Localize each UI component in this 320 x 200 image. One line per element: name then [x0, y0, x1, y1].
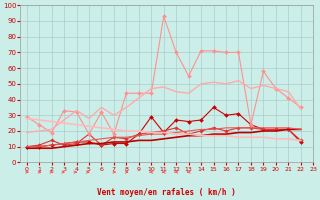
- X-axis label: Vent moyen/en rafales ( km/h ): Vent moyen/en rafales ( km/h ): [98, 188, 236, 197]
